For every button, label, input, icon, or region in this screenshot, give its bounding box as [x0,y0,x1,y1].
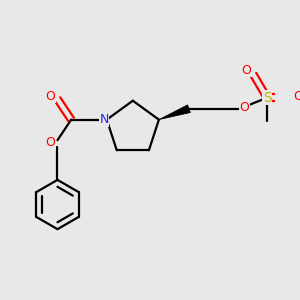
Text: O: O [46,136,56,149]
Polygon shape [159,105,190,120]
Text: O: O [46,90,56,103]
Text: O: O [242,64,251,77]
Text: O: O [293,90,300,103]
Text: O: O [240,101,250,114]
Text: S: S [263,91,272,105]
Text: N: N [99,113,109,126]
